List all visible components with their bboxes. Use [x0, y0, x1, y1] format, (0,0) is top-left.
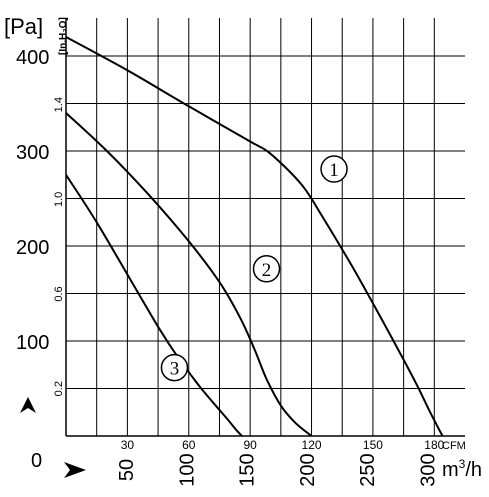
x-unit-m3h-tail: /h: [465, 459, 482, 481]
x-m3h-tick-label: 300: [417, 453, 439, 486]
grid: [65, 18, 465, 437]
x-cfm-tick-label: 180: [424, 438, 444, 452]
y-tick-label: 100: [16, 332, 49, 354]
x-cfm-tick-label: 150: [363, 438, 383, 452]
x-cfm-tick-label: 90: [243, 438, 257, 452]
curve-marker-circle: [252, 255, 281, 283]
right-arrow-icon: [64, 462, 86, 478]
up-arrow-icon: [20, 397, 36, 413]
curve-marker-2: 2: [252, 255, 281, 283]
y-alt-tick-label: 0.2: [53, 381, 65, 396]
y-alt-tick-label: 0.6: [53, 286, 65, 301]
series-curve-2: [65, 112, 313, 437]
curves: [65, 36, 444, 437]
x-unit-m3h-sup: 3: [459, 457, 466, 471]
y-unit-inh2o: [In.H₂O]: [58, 17, 69, 55]
x-cfm-tick-label: 30: [121, 438, 135, 452]
curve-marker-circle: [320, 155, 348, 183]
x-m3h-tick-label: 100: [176, 453, 198, 486]
series-curve-1: [65, 36, 444, 437]
x-m3h-tick-label: 200: [297, 453, 319, 486]
x-unit-m3h-base: m: [442, 459, 459, 481]
curve-marker-1: 1: [320, 155, 348, 183]
x-m3h-tick-label: 50: [116, 459, 138, 481]
curve-marker-label: 2: [262, 260, 272, 281]
y-tick-label: 400: [16, 47, 49, 69]
y-tick-label: 200: [16, 237, 49, 259]
curve-labels: 1 2 3: [160, 155, 348, 382]
x-m3h-tick-label: 150: [237, 453, 259, 486]
x-unit-m3h: m3/h: [442, 457, 482, 481]
x-cfm-tick-label: 120: [302, 438, 322, 452]
x-cfm-tick-label: 60: [182, 438, 196, 452]
y-tick-label: 300: [16, 142, 49, 164]
x-m3h-tick-label: 250: [357, 453, 379, 486]
curve-marker-label: 1: [329, 160, 339, 181]
curve-marker-circle: [160, 353, 189, 382]
x-unit-cfm: CFM: [442, 440, 466, 452]
y-alt-tick-label: 1.4: [53, 97, 65, 112]
origin-label: 0: [31, 450, 42, 472]
y-alt-tick-label: 1.0: [53, 192, 65, 207]
curve-marker-3: 3: [160, 353, 189, 382]
series-curve-3: [65, 174, 243, 437]
curve-marker-label: 3: [170, 359, 180, 380]
y-unit-pa: [Pa]: [4, 14, 43, 39]
